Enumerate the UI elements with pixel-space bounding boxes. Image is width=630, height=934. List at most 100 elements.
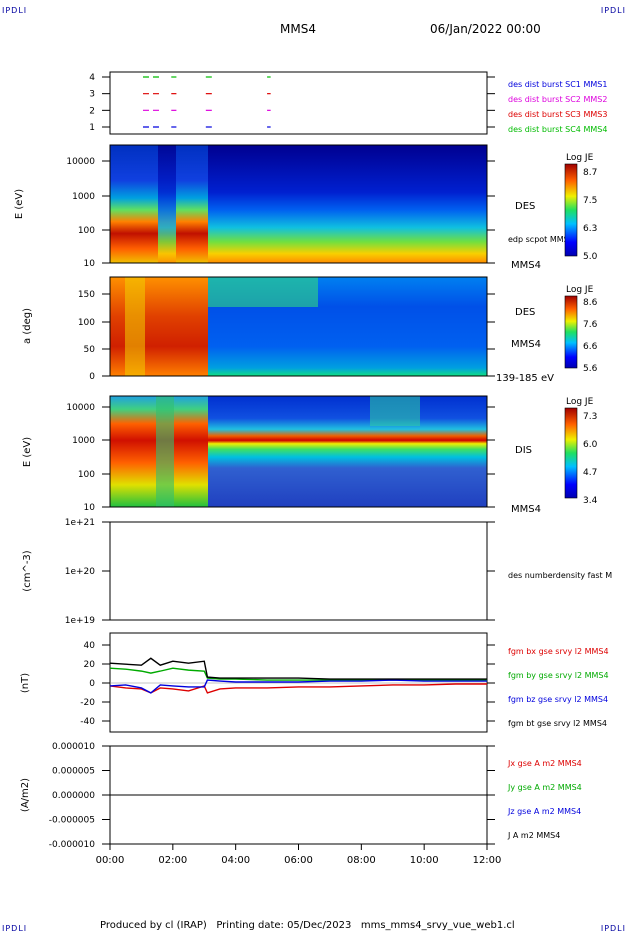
colorbar-title: Log JE [566,153,594,163]
panel-des-pitch: a (deg) 150 100 50 0 DES MMS4 139-185 eV Lo… [22,276,598,384]
colorbar-tick-label: 6.3 [583,224,597,234]
y-tick-label: 0.000010 [52,742,95,752]
spectrogram-band [125,277,145,376]
y-tick-label: 4 [89,73,95,83]
y-tick-label: 1 [89,123,95,133]
datetime-title: 06/Jan/2022 00:00 [430,22,541,36]
y-tick-label: 40 [84,641,96,651]
y-tick-label: 20 [84,660,96,670]
spacecraft-label: MMS4 [511,260,541,271]
colorbar-ticks: 7.3 6.0 4.7 3.4 [583,412,598,506]
x-tick-label: 06:00 [284,855,313,866]
y-axis-label: a (deg) [22,308,33,344]
legend-entry: des dist burst SC2 MMS2 [508,95,607,104]
y-tick-label: 100 [78,470,95,480]
panel-current: (A/m2) 0.000010 0.000005 0.000000 -0.000005… [20,742,582,850]
panel-frame [109,71,488,135]
colorbar-tick-label: 5.6 [583,364,598,374]
colorbar-tick-label: 7.3 [583,412,597,422]
y-tick-labels: 0.000010 0.000005 0.000000 -0.000005 -0.0000… [49,742,495,850]
y-tick-labels: 10000 1000 100 10 [66,157,495,269]
panel-des-energy: E (eV) 10000 1000 100 10 DES edp scpot MMS4… [14,144,598,271]
y-tick-label: 10000 [66,157,95,167]
panel-frame [109,521,488,621]
colorbar-tick-label: 6.6 [583,342,598,352]
y-tick-label: 1000 [72,436,95,446]
legend-entry: fgm by gse srvy l2 MMS4 [508,671,609,680]
panel-frame [109,276,488,377]
y-tick-label: 150 [78,290,95,300]
y-tick-label: 10 [84,503,96,513]
spacecraft-title: MMS4 [280,22,316,36]
y-axis-label: E (eV) [14,189,25,219]
spectrogram-band [370,396,420,426]
y-tick-label: 10000 [66,403,95,413]
x-tick-label: 12:00 [473,855,502,866]
x-tick-label: 04:00 [221,855,250,866]
panel-bfield: (nT) 40 20 0 -20 -40 fgm bx gse srvy l2 MMS4… [20,632,609,733]
y-tick-label: 1000 [72,192,95,202]
colorbar [564,407,578,499]
y-tick-label: -0.000010 [49,840,95,850]
legend-entry: fgm bx gse srvy l2 MMS4 [508,647,609,656]
legend-entry: des dist burst SC1 MMS1 [508,80,607,89]
y-tick-label: 1e+19 [65,616,96,626]
availability-legend: des dist burst SC1 MMS1 des dist burst SC… [508,80,607,134]
y-tick-label: -40 [80,717,95,727]
corner-mark-bottom-right: IPDLI [600,924,626,933]
colorbar-title: Log JE [566,285,594,295]
y-axis-label: E (eV) [22,437,33,467]
y-tick-label: 1e+21 [65,518,95,528]
y-axis-label: (nT) [20,673,31,693]
y-tick-label: 100 [78,318,95,328]
colorbar-ticks: 8.7 7.5 6.3 5.0 [583,168,598,262]
y-tick-label: 0.000005 [52,767,95,777]
colorbar-ticks: 8.6 7.6 6.6 5.6 [583,298,598,374]
legend-entry: J A m2 MMS4 [507,831,560,840]
y-tick-label: 100 [78,226,95,236]
y-tick-label: -0.000005 [49,816,95,826]
spectrogram-band [208,277,318,307]
y-tick-label: 50 [84,345,96,355]
y-tick-label: 0 [89,679,95,689]
footer-text: Produced by cl (IRAP) Printing date: 05/… [100,920,515,931]
colorbar-tick-label: 8.7 [583,168,597,178]
panel-frame [109,395,488,508]
y-tick-labels: 150 100 50 0 [78,290,495,382]
colorbar-tick-label: 7.6 [583,320,598,330]
x-tick-label: 00:00 [96,855,125,866]
colorbar [564,295,578,369]
colorbar-tick-label: 3.4 [583,496,598,506]
panel-density: (cm^-3) 1e+21 1e+20 1e+19 des numberdensit… [22,518,612,626]
y-tick-label: 10 [84,259,96,269]
colorbar-tick-label: 7.5 [583,196,597,206]
energy-range-label: 139-185 eV [496,373,554,384]
y-tick-label: -20 [80,698,95,708]
y-tick-label: 1e+20 [65,567,96,577]
y-axis-label: (cm^-3) [22,550,33,591]
species-label: DES [515,201,535,212]
corner-mark-top-left: IPDLI [2,6,28,15]
current-legend: Jx gse A m2 MMS4 Jy gse A m2 MMS4 Jz gse A… [507,759,582,840]
colorbar-tick-label: 6.0 [583,440,598,450]
series-line [109,657,487,680]
y-tick-labels: 1e+21 1e+20 1e+19 [65,518,495,626]
spectrogram-gap-region [158,145,176,263]
legend-entry: Jz gse A m2 MMS4 [507,807,581,816]
legend-entry: des dist burst SC4 MMS4 [508,125,607,134]
legend-label: des numberdensity fast M [508,571,612,580]
species-label: DES [515,307,535,318]
x-axis: 00:00 02:00 04:00 06:00 08:00 10:00 12:00 [96,844,502,866]
bfield-series [109,657,487,694]
legend-entry: Jx gse A m2 MMS4 [507,759,582,768]
x-tick-label: 10:00 [410,855,439,866]
legend-entry: des dist burst SC3 MMS3 [508,110,607,119]
spectrogram-gap-region [156,396,174,507]
series-line [109,679,487,694]
legend-entry: fgm bt gse srvy l2 MMS4 [508,719,607,728]
colorbar-title: Log JE [566,397,594,407]
y-axis-label: (A/m2) [20,778,31,812]
colorbar-tick-label: 4.7 [583,468,597,478]
